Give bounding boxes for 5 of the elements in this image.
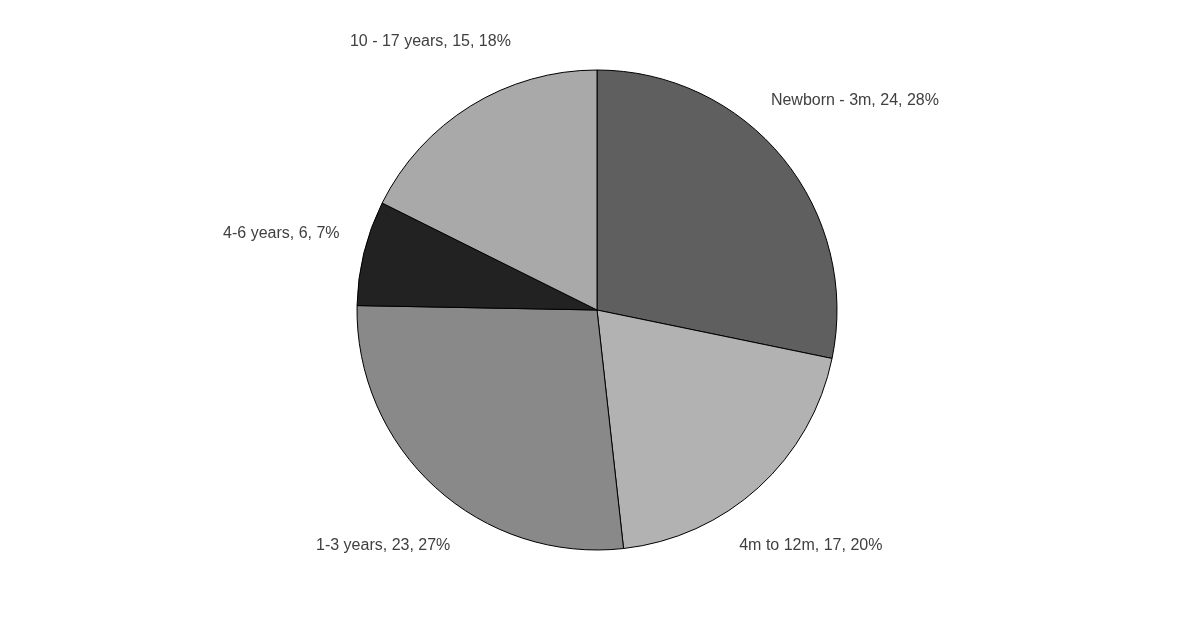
slice-label: 4m to 12m, 17, 20% <box>739 535 883 553</box>
slice-label: 1-3 years, 23, 27% <box>316 535 451 553</box>
slice-label: 4-6 years, 6, 7% <box>223 223 340 241</box>
slice-label: Newborn - 3m, 24, 28% <box>770 90 939 108</box>
slice-label: 10 - 17 years, 15, 18% <box>349 31 511 49</box>
